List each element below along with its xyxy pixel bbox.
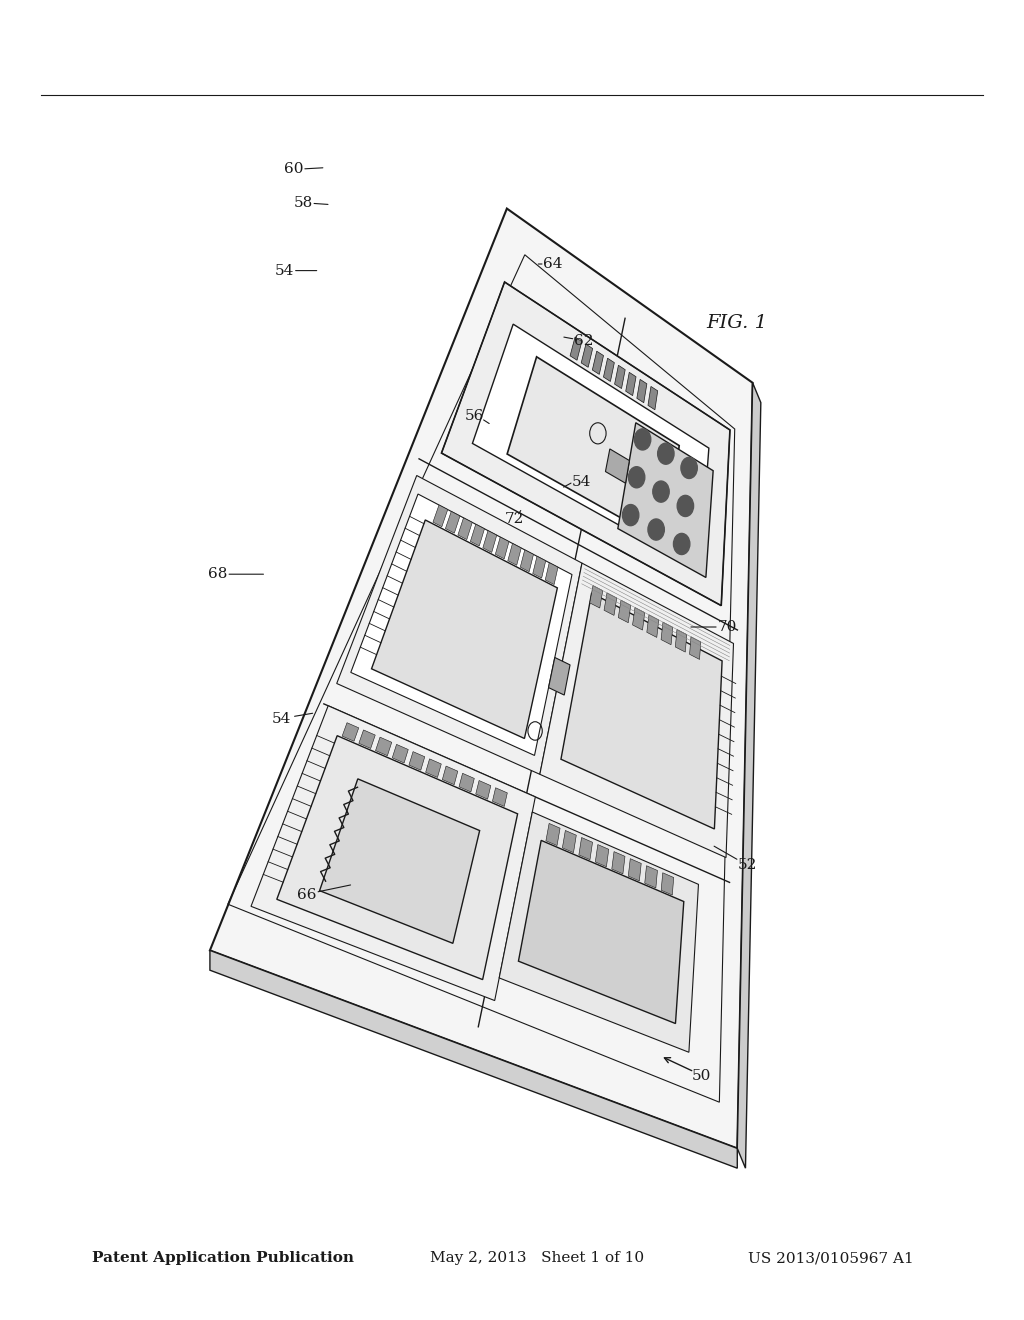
Polygon shape: [507, 356, 679, 544]
Polygon shape: [579, 837, 593, 859]
Text: 50: 50: [692, 1069, 711, 1082]
Polygon shape: [520, 550, 534, 572]
Circle shape: [629, 467, 645, 488]
Polygon shape: [614, 366, 626, 388]
Text: 68: 68: [209, 568, 227, 581]
Circle shape: [681, 457, 697, 478]
Polygon shape: [605, 449, 630, 483]
Polygon shape: [493, 788, 507, 807]
Text: Patent Application Publication: Patent Application Publication: [92, 1251, 354, 1266]
Polygon shape: [662, 873, 674, 895]
Polygon shape: [319, 779, 479, 944]
Polygon shape: [626, 372, 636, 396]
Polygon shape: [476, 780, 490, 799]
Polygon shape: [633, 607, 645, 630]
Polygon shape: [595, 845, 608, 867]
Polygon shape: [737, 383, 761, 1168]
Text: 72: 72: [505, 512, 523, 525]
Circle shape: [653, 480, 670, 502]
Text: US 2013/0105967 A1: US 2013/0105967 A1: [748, 1251, 913, 1266]
Polygon shape: [376, 737, 392, 756]
Text: 54: 54: [272, 713, 291, 726]
Polygon shape: [337, 475, 582, 775]
Text: 70: 70: [718, 620, 736, 634]
Circle shape: [677, 495, 693, 516]
Polygon shape: [358, 730, 375, 748]
Polygon shape: [582, 345, 593, 367]
Polygon shape: [662, 622, 673, 644]
Polygon shape: [210, 950, 737, 1168]
Polygon shape: [500, 812, 698, 1052]
Text: 66: 66: [297, 888, 317, 902]
Polygon shape: [545, 562, 558, 585]
Text: 64: 64: [543, 257, 563, 271]
Polygon shape: [648, 387, 657, 409]
Polygon shape: [392, 744, 409, 763]
Polygon shape: [590, 586, 603, 609]
Polygon shape: [496, 537, 509, 558]
Polygon shape: [426, 759, 441, 777]
Polygon shape: [604, 593, 616, 615]
Circle shape: [657, 444, 674, 465]
Polygon shape: [342, 723, 358, 742]
Polygon shape: [592, 351, 603, 375]
Polygon shape: [276, 735, 517, 979]
Polygon shape: [562, 830, 577, 853]
Circle shape: [635, 429, 651, 450]
Polygon shape: [251, 706, 536, 1001]
Polygon shape: [629, 858, 641, 880]
Polygon shape: [611, 851, 625, 874]
Polygon shape: [483, 531, 497, 553]
Polygon shape: [689, 636, 700, 660]
Polygon shape: [546, 824, 560, 846]
Text: 62: 62: [573, 334, 594, 347]
Polygon shape: [647, 615, 658, 638]
Text: 54: 54: [275, 264, 294, 277]
Polygon shape: [532, 556, 546, 578]
Polygon shape: [508, 544, 521, 565]
Polygon shape: [645, 866, 657, 888]
Circle shape: [623, 504, 639, 525]
Polygon shape: [549, 657, 570, 696]
Polygon shape: [675, 630, 687, 652]
Polygon shape: [617, 422, 713, 577]
Polygon shape: [540, 564, 733, 858]
Polygon shape: [445, 511, 460, 533]
Polygon shape: [470, 524, 484, 546]
Polygon shape: [409, 751, 425, 770]
Circle shape: [674, 533, 690, 554]
Polygon shape: [603, 358, 614, 381]
Text: 58: 58: [294, 197, 312, 210]
Polygon shape: [561, 593, 722, 829]
Text: 52: 52: [738, 858, 757, 871]
Polygon shape: [570, 337, 582, 360]
Circle shape: [648, 519, 665, 540]
Polygon shape: [472, 325, 709, 570]
Text: 54: 54: [572, 475, 591, 488]
Polygon shape: [459, 774, 474, 792]
Text: 56: 56: [465, 409, 483, 422]
Polygon shape: [637, 379, 647, 403]
Polygon shape: [442, 766, 458, 784]
Text: 60: 60: [284, 162, 304, 176]
Polygon shape: [372, 520, 557, 738]
Text: FIG. 1: FIG. 1: [707, 314, 768, 333]
Text: May 2, 2013   Sheet 1 of 10: May 2, 2013 Sheet 1 of 10: [430, 1251, 644, 1266]
Polygon shape: [210, 209, 753, 1148]
Polygon shape: [441, 282, 730, 606]
Polygon shape: [618, 601, 631, 623]
Polygon shape: [351, 494, 572, 755]
Polygon shape: [433, 506, 447, 527]
Polygon shape: [518, 841, 684, 1023]
Polygon shape: [458, 517, 472, 540]
